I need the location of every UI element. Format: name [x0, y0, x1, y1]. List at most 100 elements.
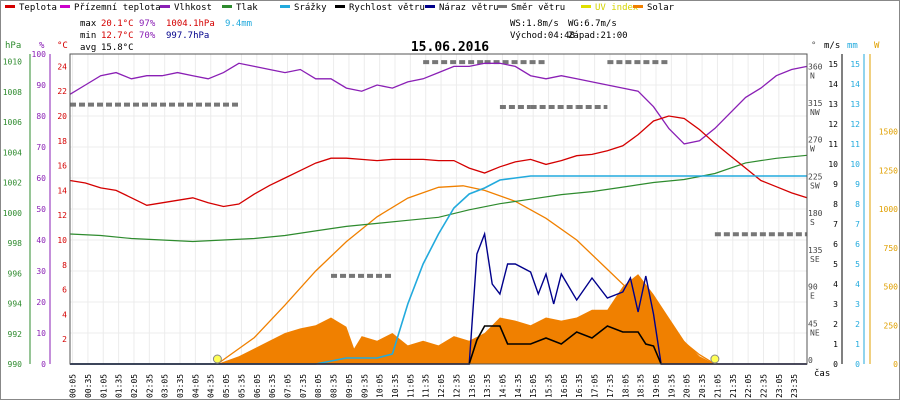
pct-unit: % — [39, 41, 45, 51]
x-tick-label: 00:05 — [69, 374, 78, 398]
ms-tick: 4 — [833, 280, 838, 289]
hpa-tick: 996 — [8, 269, 23, 278]
dir-tick: 180 — [808, 209, 823, 218]
stats-min-hum: 70% — [139, 31, 156, 41]
dir-tick-label: NE — [810, 328, 820, 337]
x-tick-label: 11:35 — [422, 374, 431, 398]
hpa-tick: 1004 — [3, 148, 22, 157]
ms-tick: 15 — [828, 60, 838, 69]
x-tick-label: 09:05 — [345, 374, 354, 398]
celsius-tick: 18 — [57, 137, 67, 146]
mm-tick: 11 — [850, 140, 860, 149]
legend-label-rychlost: Rychlost větru — [349, 3, 425, 13]
x-tick-label: 13:35 — [483, 374, 492, 398]
x-tick-label: 19:35 — [667, 374, 676, 398]
series-solar — [217, 274, 715, 364]
dir-tick: 90 — [808, 283, 818, 292]
x-tick-label: 21:05 — [713, 374, 722, 398]
pct-tick: 30 — [36, 267, 46, 276]
x-tick-label: 16:05 — [560, 374, 569, 398]
hpa-tick: 994 — [8, 300, 23, 309]
x-tick-label: 19:05 — [652, 374, 661, 398]
hpa-unit: hPa — [5, 41, 21, 51]
pct-tick: 40 — [36, 236, 46, 245]
x-tick-label: 13:05 — [468, 374, 477, 398]
dir-tick-label: E — [810, 292, 815, 301]
stats-avg-label: avg — [80, 43, 96, 53]
pct-tick: 20 — [36, 298, 46, 307]
x-tick-label: 23:35 — [790, 374, 799, 398]
mm-unit: mm — [847, 41, 858, 51]
ms-tick: 7 — [833, 220, 838, 229]
dir-tick-label: SW — [810, 181, 820, 190]
stats-sunrise: Východ:04:48 — [510, 31, 575, 41]
dir-tick: 360 — [808, 62, 823, 71]
x-tick-label: 15:35 — [545, 374, 554, 398]
dir-tick-label: N — [810, 71, 815, 80]
legend-label-rosny: Přízemní teplota — [74, 3, 161, 13]
celsius-tick: 12 — [57, 211, 67, 220]
series-vlhkost — [69, 62, 808, 145]
ms-tick: 11 — [828, 140, 838, 149]
legend-swatch-rosny — [60, 5, 70, 8]
ms-tick: 5 — [833, 260, 838, 269]
series-solar-max — [217, 185, 716, 365]
stats-ws: WS:1.8m/s — [510, 19, 559, 29]
ms-tick: 12 — [828, 120, 838, 129]
w-unit: W — [874, 41, 880, 51]
dir-tick: 270 — [808, 136, 823, 145]
stats-max-hum: 97% — [139, 19, 156, 29]
dir-tick-label: W — [810, 145, 815, 154]
axis-units: hPa % °C ° m/s mm W čas — [5, 41, 880, 379]
mm-tick: 4 — [855, 280, 860, 289]
mm-tick: 1 — [855, 340, 860, 349]
mm-tick: 8 — [855, 200, 860, 209]
x-tick-label: 01:05 — [99, 374, 108, 398]
dir-tick: 0 — [808, 356, 813, 365]
x-tick-label: 03:35 — [176, 374, 185, 398]
x-tick-label: 01:35 — [115, 374, 124, 398]
x-tick-label: 18:35 — [637, 374, 646, 398]
legend-swatch-naraz — [425, 5, 435, 8]
hpa-tick: 1010 — [3, 58, 22, 67]
x-tick-label: 20:35 — [698, 374, 707, 398]
legend-swatch-smer — [497, 5, 507, 8]
x-tick-label: 04:05 — [191, 374, 200, 398]
x-tick-label: 12:05 — [437, 374, 446, 398]
celsius-tick: 6 — [62, 286, 67, 295]
x-tick-label: 12:35 — [452, 374, 461, 398]
x-tick-label: 09:35 — [360, 374, 369, 398]
x-tick-label: 04:35 — [207, 374, 216, 398]
mm-tick: 10 — [850, 160, 860, 169]
hpa-tick: 1008 — [3, 88, 22, 97]
stats-rain: 9.4mm — [225, 19, 252, 29]
x-unit-label: čas — [814, 368, 830, 379]
series-tlak — [69, 154, 808, 243]
celsius-tick: 2 — [62, 335, 67, 344]
ms-tick: 2 — [833, 320, 838, 329]
celsius-unit: °C — [57, 41, 68, 51]
x-tick-label: 10:05 — [376, 374, 385, 398]
pct-tick: 50 — [36, 205, 46, 214]
dir-tick: 135 — [808, 246, 823, 255]
mm-tick: 7 — [855, 220, 860, 229]
x-tick-label: 07:35 — [299, 374, 308, 398]
mm-tick: 5 — [855, 260, 860, 269]
axes: 00:05 00:35 01:05 01:35 02:05 02:35 03:05 03:35… — [3, 50, 898, 398]
celsius-tick: 10 — [57, 236, 67, 245]
ms-tick: 13 — [828, 100, 838, 109]
dir-tick: 315 — [808, 99, 823, 108]
x-tick-label: 08:05 — [314, 374, 323, 398]
legend-swatch-vlhkost — [160, 5, 170, 8]
series-rychlost — [70, 325, 807, 365]
mm-tick: 9 — [855, 180, 860, 189]
dir-tick-label: NW — [810, 108, 820, 117]
x-tick-label: 07:05 — [284, 374, 293, 398]
ms-tick: 3 — [833, 300, 838, 309]
mm-tick: 14 — [850, 80, 860, 89]
pct-tick: 80 — [36, 112, 46, 121]
celsius-tick: 24 — [57, 62, 67, 71]
celsius-tick: 8 — [62, 261, 67, 270]
ms-tick: 1 — [833, 340, 838, 349]
pct-tick: 0 — [41, 360, 46, 369]
